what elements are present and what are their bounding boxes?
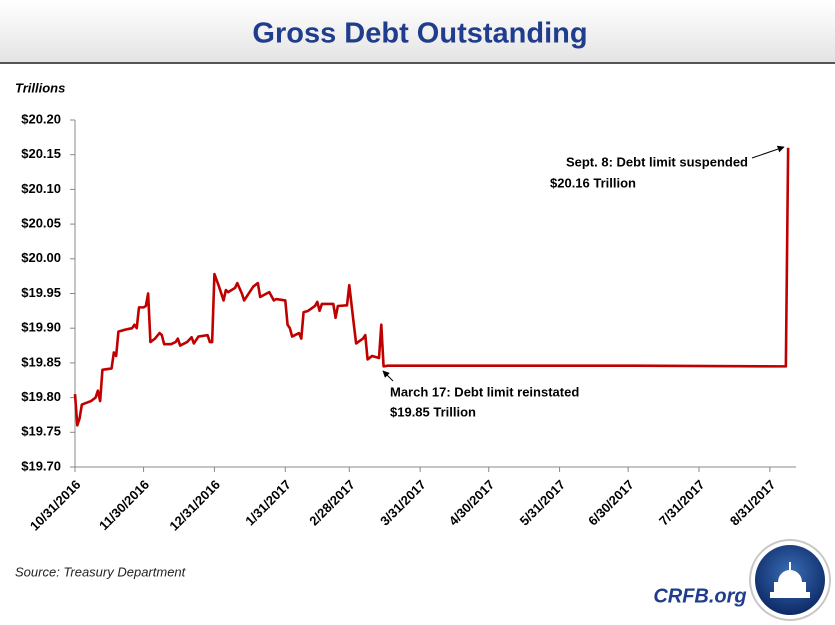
annotation-arrow (751, 145, 785, 159)
x-tick-label: 1/31/2017 (242, 477, 294, 529)
x-tick-label: 5/31/2017 (517, 477, 569, 529)
annotation-arrow (382, 370, 394, 382)
y-tick-label: $19.90 (21, 320, 61, 335)
y-axis-label: Trillions (15, 80, 65, 95)
x-tick-label: 7/31/2017 (656, 477, 708, 529)
x-tick-label: 3/31/2017 (377, 477, 429, 529)
annotation: $19.85 Trillion (390, 404, 476, 419)
x-tick-label: 12/31/2016 (166, 477, 223, 534)
annotation: March 17: Debt limit reinstated (390, 384, 579, 399)
y-tick-label: $20.00 (21, 250, 61, 265)
x-tick-label: 10/31/2016 (27, 477, 84, 534)
annotation: $20.16 Trillion (550, 175, 636, 190)
x-tick-label: 6/30/2017 (585, 477, 637, 529)
x-tick-label: 11/30/2016 (96, 477, 152, 533)
annotation: Sept. 8: Debt limit suspended (566, 154, 748, 169)
data-line (73, 147, 790, 427)
chart-title: Gross Debt Outstanding (252, 18, 587, 50)
x-tick-label: 4/30/2017 (446, 477, 498, 529)
brand: CRFB.org (653, 585, 746, 607)
y-tick-label: $20.15 (21, 146, 61, 161)
logo-capitol (770, 562, 810, 598)
source: Source: Treasury Department (15, 564, 187, 579)
y-tick-label: $19.75 (21, 424, 61, 439)
y-tick-label: $19.70 (21, 458, 61, 473)
header-band (0, 0, 835, 62)
y-tick-label: $19.80 (21, 389, 61, 404)
y-tick-label: $20.05 (21, 216, 61, 231)
x-tick-label: 8/31/2017 (727, 477, 779, 529)
y-tick-label: $20.20 (21, 111, 61, 126)
y-tick-label: $19.95 (21, 285, 61, 300)
y-tick-label: $19.85 (21, 354, 61, 369)
x-tick-label: 2/28/2017 (306, 477, 358, 529)
y-tick-label: $20.10 (21, 181, 61, 196)
